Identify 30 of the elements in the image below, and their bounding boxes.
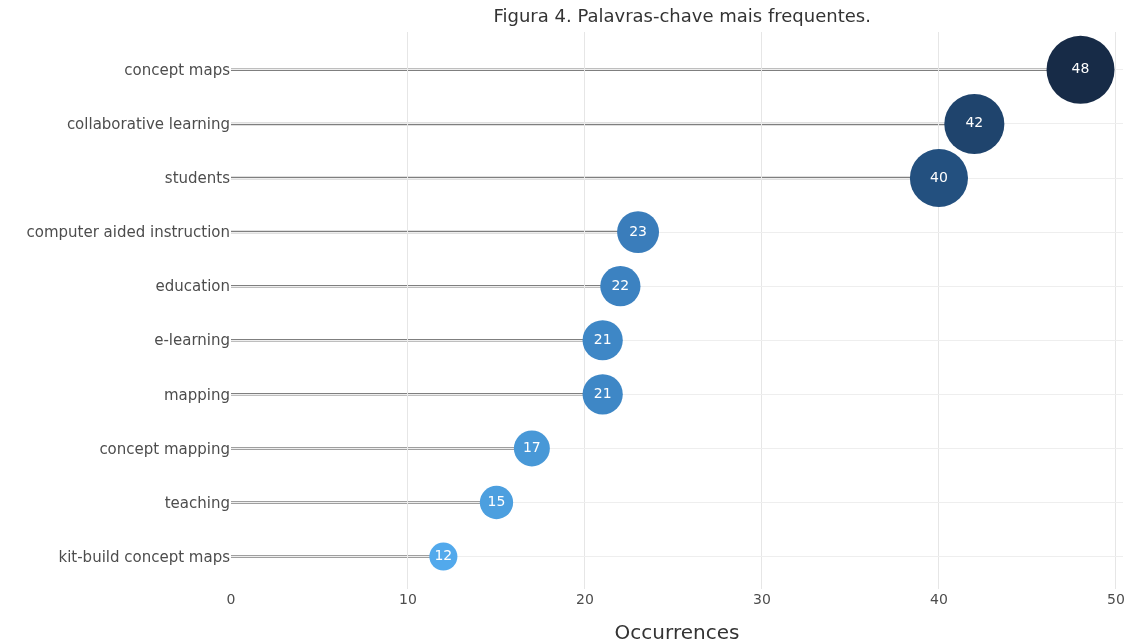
data-label: 48 <box>1071 60 1090 77</box>
point <box>617 211 660 254</box>
point <box>600 266 641 307</box>
y-tick-label: mapping <box>163 385 230 404</box>
data-label: 21 <box>593 330 612 347</box>
data-label: 23 <box>629 222 647 239</box>
data-label: 21 <box>593 384 612 401</box>
data-label: 12 <box>434 547 453 564</box>
y-tick-label: concept mapping <box>99 439 230 458</box>
y-tick-label: education <box>155 277 230 296</box>
y-tick-label: concept maps <box>124 61 231 80</box>
data-label: 15 <box>487 492 506 509</box>
x-tick-label: 30 <box>753 591 771 607</box>
chart-title: Figura 4. Palavras-chave mais frequentes. <box>493 5 871 27</box>
data-label: 17 <box>522 438 541 455</box>
x-tick-label: 50 <box>1107 591 1125 607</box>
data-label: 42 <box>965 114 984 131</box>
y-tick-label: students <box>164 169 231 188</box>
x-tick-label: 0 <box>226 591 236 607</box>
y-tick-label: computer aided instruction <box>26 223 230 242</box>
data-label: 40 <box>930 168 948 185</box>
data-label: 22 <box>611 276 630 293</box>
y-tick-label: e-learning <box>154 331 230 350</box>
x-tick-label: 10 <box>399 591 417 607</box>
y-tick-label: teaching <box>164 493 230 512</box>
x-tick-label: 20 <box>576 591 594 607</box>
y-tick-label: kit-build concept maps <box>58 547 231 566</box>
x-axis-title: Occurrences <box>614 620 740 644</box>
x-tick-label: 40 <box>930 591 948 607</box>
y-tick-label: collaborative learning <box>66 115 230 134</box>
